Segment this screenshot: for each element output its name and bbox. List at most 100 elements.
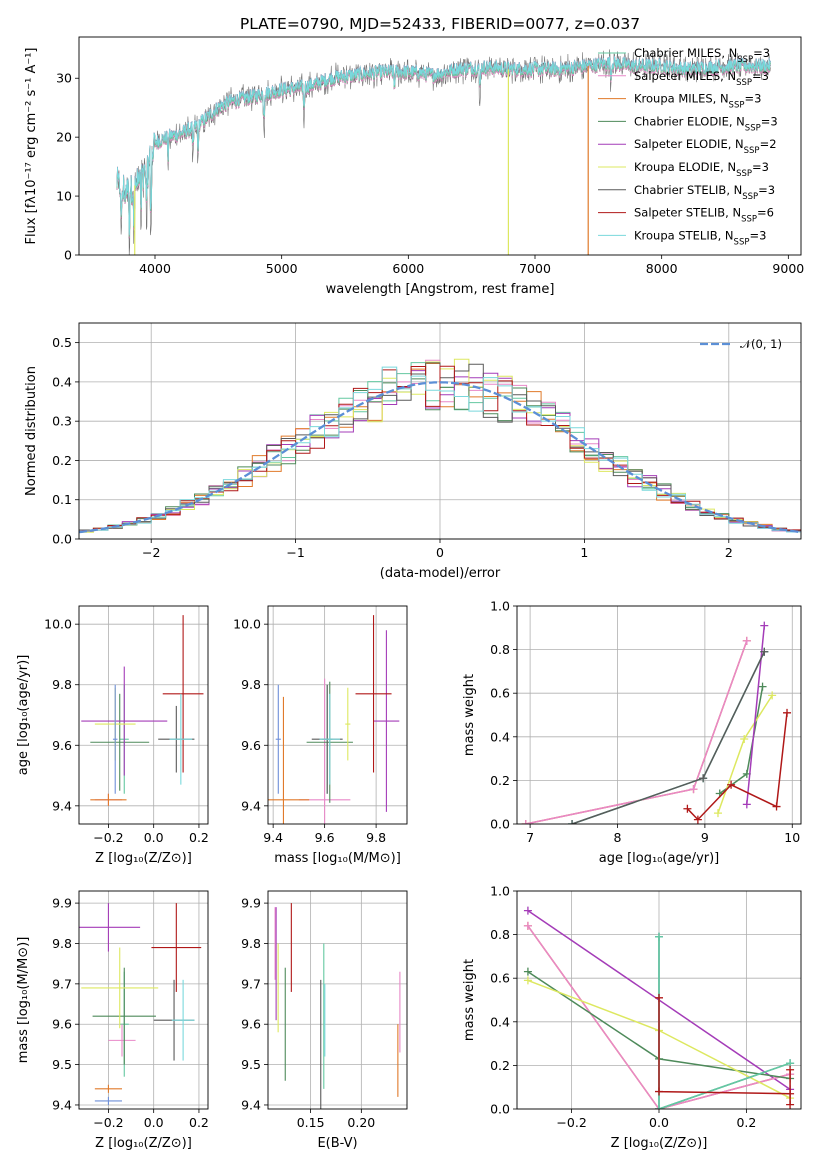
series-marker (742, 800, 751, 809)
x-tick-label: 9.4 (263, 830, 283, 845)
y-tick-label: 0.2 (52, 453, 72, 468)
series-marker (523, 976, 532, 985)
plot-area (116, 49, 771, 255)
legend-label-sub: SSP (741, 215, 757, 225)
x-tick-label: 6000 (392, 261, 424, 276)
y-tick-label: 0.4 (52, 374, 72, 389)
x-tick-label: −0.2 (556, 1115, 586, 1130)
legend-label-main: Kroupa STELIB, N (634, 228, 734, 242)
series-marker (742, 636, 751, 645)
legend-label-main: Chabrier ELODIE, N (634, 114, 745, 128)
series-marker (760, 621, 769, 630)
y-tick-label: 9.5 (52, 1057, 72, 1072)
legend-label: Chabrier ELODIE, NSSP=3 (634, 114, 778, 133)
series-marker (786, 1089, 795, 1098)
y-tick-label: 9.5 (241, 1057, 261, 1072)
legend-label-main: Kroupa MILES, N (634, 92, 729, 106)
series-line-chabrier_miles (658, 936, 791, 1109)
legend-label-sub: SSP (729, 101, 745, 111)
plot-area (274, 903, 401, 1109)
series-line-salpeter_elodie (746, 625, 766, 805)
y-tick-label: 9.8 (52, 677, 72, 692)
legend-label-suffix: =2 (760, 137, 777, 151)
x-axis-label: E(B-V) (317, 1136, 357, 1151)
series-line-salpeter_miles (527, 925, 791, 1109)
panel-spectrum: 4000 5000 6000 7000 8000 9000 0 10 20 30 wavelengt… (24, 15, 804, 297)
axes-frame (78, 322, 802, 540)
panel-age_vs_Z: −0.2 0.0 0.2 9.4 9.6 9.8 10.0 Z [log₁₀(Z/Z⊙)] ag… (16, 605, 209, 866)
x-tick-label: 10 (784, 830, 800, 845)
y-tick-label: 9.4 (241, 1097, 261, 1112)
plot-area (521, 621, 792, 824)
legend-label-main: Chabrier STELIB, N (634, 183, 742, 197)
y-tick-label: 9.6 (241, 738, 261, 753)
x-axis-label: Z [log₁₀(Z/Z⊙)] (611, 1136, 708, 1151)
series-line-chabrier_stelib (571, 651, 765, 824)
series-line-kroupa_elodie (717, 694, 773, 814)
x-axis-label: age [log₁₀(age/yr)] (599, 851, 720, 866)
series-marker (568, 820, 577, 824)
x-tick-label: 7 (526, 830, 534, 845)
x-tick-label: 0 (436, 545, 444, 560)
axes-frame (267, 605, 408, 825)
series-marker (523, 906, 532, 915)
y-tick-label: 9.4 (52, 798, 72, 813)
legend-label-sub: SSP (744, 146, 760, 156)
y-tick-label: 9.6 (52, 1017, 72, 1032)
x-tick-label: 0.0 (144, 830, 164, 845)
series-marker (786, 1100, 795, 1109)
series-marker (693, 815, 702, 824)
legend-label-suffix: =6 (757, 206, 774, 220)
x-tick-label: −1 (286, 545, 304, 560)
legend-label-suffix: =3 (758, 183, 775, 197)
y-axis-label: Normed distribution (24, 366, 39, 496)
x-tick-label: 9.8 (366, 830, 386, 845)
series-marker (655, 993, 663, 1002)
y-tick-label: 30 (56, 71, 72, 86)
series-marker (713, 809, 722, 818)
y-tick-label: 9.6 (241, 1017, 261, 1032)
y-tick-label: 9.9 (241, 896, 261, 911)
x-tick-label: 9000 (772, 261, 804, 276)
y-axis-label: mass weight (462, 959, 477, 1041)
model-line-kroupa_stelib (116, 56, 771, 235)
y-tick-label: 20 (56, 130, 72, 145)
legend-label: 𝒩(0, 1) (740, 337, 782, 351)
y-axis-label: mass weight (462, 674, 477, 756)
series-line-kroupa_stelib (571, 651, 765, 824)
series-marker (523, 921, 532, 930)
legend-label-sub: SSP (742, 192, 758, 202)
panel-mass_vs_ebv: 0.15 0.20 9.4 9.5 9.6 9.7 9.8 9.9 E(B-V) (241, 890, 408, 1151)
legend-label-main: Chabrier MILES, N (634, 46, 737, 60)
series-marker (740, 734, 749, 743)
legend-label-suffix: =3 (749, 228, 766, 242)
x-tick-label: −0.2 (93, 830, 123, 845)
series-marker (521, 820, 530, 824)
series-line-chabrier_miles (571, 651, 765, 824)
plot-area (79, 358, 801, 539)
y-axis-label: mass [log₁₀(M/M⊙)] (16, 937, 31, 1064)
x-axis-label: wavelength [Angstrom, rest frame] (326, 282, 555, 297)
axes-frame (78, 890, 209, 1110)
series-marker (786, 1065, 795, 1074)
series-marker (523, 967, 532, 976)
legend-label-suffix: =3 (752, 160, 769, 174)
x-tick-label: 0.0 (649, 1115, 669, 1130)
y-tick-label: 9.7 (241, 976, 261, 991)
legend-label-suffix: =3 (744, 92, 761, 106)
series-marker (760, 647, 769, 656)
y-tick-label: 0.8 (490, 927, 510, 942)
y-tick-label: 0.4 (490, 1014, 510, 1029)
series-marker (768, 691, 777, 700)
axes-frame (516, 890, 802, 1110)
series-marker (758, 682, 767, 691)
legend-label-sub: SSP (736, 169, 752, 179)
series-marker (683, 804, 692, 813)
legend-label: Salpeter STELIB, NSSP=6 (634, 206, 774, 225)
x-tick-label: 2 (725, 545, 733, 560)
y-tick-label: 9.4 (52, 1097, 72, 1112)
x-tick-label: 0.0 (144, 1115, 164, 1130)
y-tick-label: 1.0 (490, 599, 510, 614)
series-marker (727, 780, 736, 789)
x-tick-label: 5000 (266, 261, 298, 276)
